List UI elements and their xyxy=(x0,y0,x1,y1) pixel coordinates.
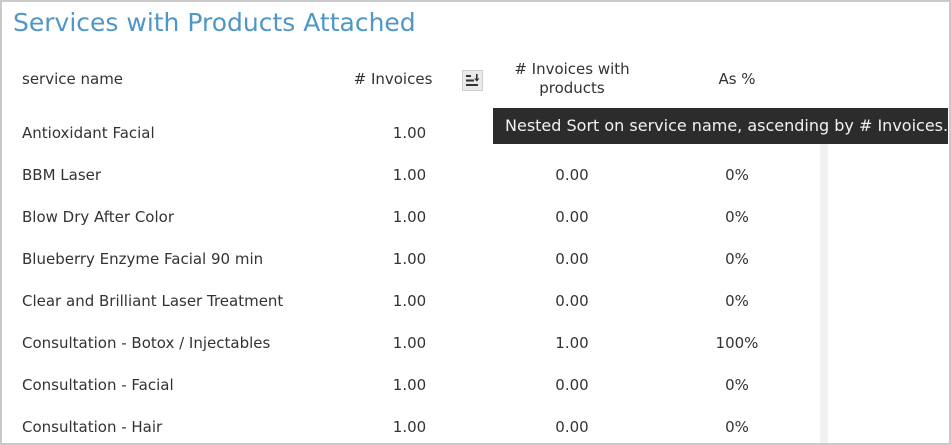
cell-as-percent: 100% xyxy=(715,334,759,352)
cell-invoices: 1.00 xyxy=(392,124,427,142)
cell-invoices: 1.00 xyxy=(392,292,427,310)
cell-invoices-with-products: 0.00 xyxy=(555,166,589,184)
column-header-service-name[interactable]: service name xyxy=(22,70,124,88)
column-header-invoices-with-products[interactable]: # Invoices with products xyxy=(514,60,630,97)
cell-invoices-with-products: 0.00 xyxy=(555,250,589,268)
nested-sort-button[interactable] xyxy=(462,70,483,91)
cell-invoices-with-products: 0.00 xyxy=(555,292,589,310)
cell-as-percent: 0% xyxy=(725,250,749,268)
cell-service-name: Antioxidant Facial xyxy=(22,124,155,142)
column-header-as-percent[interactable]: As % xyxy=(718,70,756,88)
cell-service-name: Consultation - Hair xyxy=(22,418,163,436)
column-header-invoices[interactable]: # Invoices xyxy=(353,70,433,88)
table-row[interactable]: Consultation - Botox / Injectables 1.00 1.… xyxy=(2,322,826,364)
cell-invoices-with-products: 1.00 xyxy=(555,334,589,352)
table-row[interactable]: BBM Laser 1.00 0.00 0% xyxy=(2,154,826,196)
sort-tooltip: Nested Sort on service name, ascending b… xyxy=(493,108,948,144)
table-row[interactable]: Clear and Brilliant Laser Treatment 1.00 0… xyxy=(2,280,826,322)
cell-service-name: Consultation - Facial xyxy=(22,376,174,394)
cell-service-name: Blueberry Enzyme Facial 90 min xyxy=(22,250,264,268)
cell-invoices: 1.00 xyxy=(392,166,427,184)
cell-service-name: Clear and Brilliant Laser Treatment xyxy=(22,292,284,310)
cell-as-percent: 0% xyxy=(725,376,749,394)
cell-as-percent: 0% xyxy=(725,208,749,226)
cell-invoices: 1.00 xyxy=(392,250,427,268)
table-row[interactable]: Blow Dry After Color 1.00 0.00 0% xyxy=(2,196,826,238)
cell-invoices: 1.00 xyxy=(392,208,427,226)
cell-service-name: Blow Dry After Color xyxy=(22,208,174,226)
cell-invoices: 1.00 xyxy=(392,334,427,352)
cell-service-name: Consultation - Botox / Injectables xyxy=(22,334,271,352)
worksheet-title: Services with Products Attached xyxy=(13,8,416,37)
table-row[interactable]: Blueberry Enzyme Facial 90 min 1.00 0.00 0% xyxy=(2,238,826,280)
table-row[interactable]: Consultation - Hair 1.00 0.00 0% xyxy=(2,406,826,443)
table-row[interactable]: Consultation - Facial 1.00 0.00 0% xyxy=(2,364,826,406)
cell-invoices-with-products: 0.00 xyxy=(555,376,589,394)
cell-as-percent: 0% xyxy=(725,418,749,436)
cell-invoices: 1.00 xyxy=(392,418,427,436)
vertical-scrollbar[interactable] xyxy=(820,112,828,443)
cell-invoices: 1.00 xyxy=(392,376,427,394)
cell-invoices-with-products: 0.00 xyxy=(555,208,589,226)
cell-service-name: BBM Laser xyxy=(22,166,102,184)
table-row[interactable]: Antioxidant Facial 1.00 xyxy=(2,112,826,154)
cell-invoices-with-products: 0.00 xyxy=(555,418,589,436)
nested-sort-icon xyxy=(466,74,480,86)
cell-as-percent: 0% xyxy=(725,166,749,184)
cell-as-percent: 0% xyxy=(725,292,749,310)
